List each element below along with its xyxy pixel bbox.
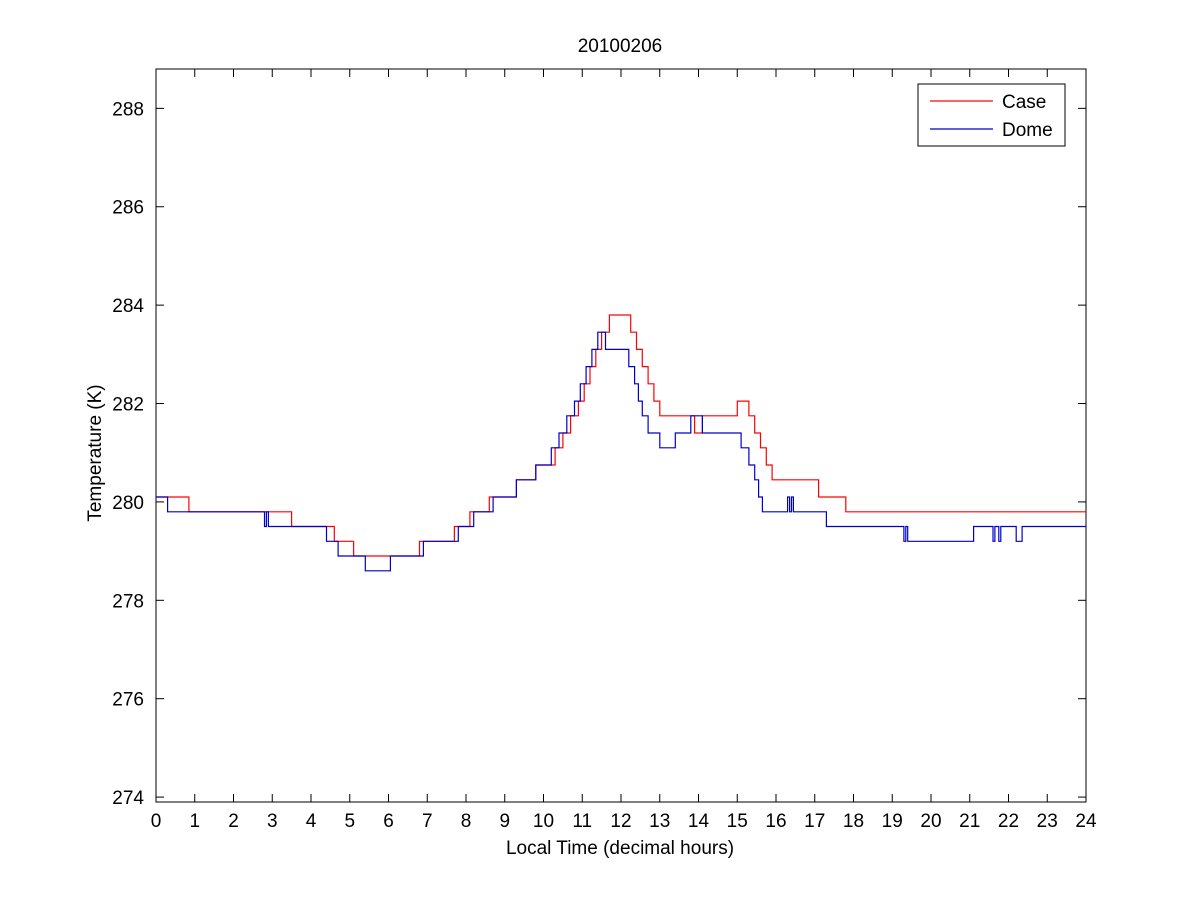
x-tick-label: 9 bbox=[499, 811, 510, 832]
x-tick-label: 7 bbox=[422, 811, 433, 832]
x-axis-title: Local Time (decimal hours) bbox=[506, 838, 734, 859]
y-tick-label: 278 bbox=[112, 591, 144, 612]
legend-label-case: Case bbox=[1002, 92, 1046, 113]
x-tick-label: 5 bbox=[344, 811, 355, 832]
y-tick-label: 274 bbox=[112, 788, 144, 809]
x-tick-label: 16 bbox=[765, 811, 786, 832]
x-tick-label: 21 bbox=[959, 811, 980, 832]
x-tick-label: 13 bbox=[649, 811, 670, 832]
series-line-dome bbox=[156, 331, 1086, 572]
plot-area: 0 1 2 3 4 5 6 7 8 9 10 11 12 13 14 15 16 17 18 19 20 21 22 23 24… bbox=[112, 68, 1097, 832]
x-tick-label: 17 bbox=[804, 811, 825, 832]
y-tick-label: 284 bbox=[112, 296, 144, 317]
series-line-case bbox=[156, 314, 1086, 557]
x-tick-label: 1 bbox=[189, 811, 200, 832]
x-tick-label: 6 bbox=[383, 811, 394, 832]
y-tick-label: 280 bbox=[112, 493, 144, 514]
x-tick-label: 8 bbox=[461, 811, 472, 832]
y-tick-label: 276 bbox=[112, 690, 144, 711]
x-tick-label: 24 bbox=[1075, 811, 1097, 832]
x-tick-label: 3 bbox=[267, 811, 278, 832]
chart-title: 20100206 bbox=[578, 36, 663, 57]
x-tick-label: 14 bbox=[688, 811, 710, 832]
x-tick-label: 18 bbox=[843, 811, 864, 832]
y-tick-label: 282 bbox=[112, 395, 144, 416]
legend: Case Dome bbox=[917, 83, 1066, 147]
x-tick-label: 4 bbox=[306, 811, 317, 832]
x-tick-label: 11 bbox=[572, 811, 592, 832]
legend-label-dome: Dome bbox=[1002, 120, 1053, 141]
y-tick-label: 288 bbox=[112, 99, 144, 120]
x-tick-label: 12 bbox=[610, 811, 631, 832]
y-axis-title: Temperature (K) bbox=[85, 384, 106, 521]
x-tick-label: 19 bbox=[882, 811, 903, 832]
x-tick-label: 23 bbox=[1037, 811, 1058, 832]
legend-box bbox=[917, 83, 1066, 147]
x-tick-label: 15 bbox=[727, 811, 748, 832]
x-tick-label: 0 bbox=[151, 811, 162, 832]
x-tick-label: 10 bbox=[533, 811, 554, 832]
y-tick-label: 286 bbox=[112, 198, 144, 219]
x-tick-label: 22 bbox=[998, 811, 1019, 832]
x-tick-label: 20 bbox=[920, 811, 941, 832]
x-tick-label: 2 bbox=[228, 811, 239, 832]
